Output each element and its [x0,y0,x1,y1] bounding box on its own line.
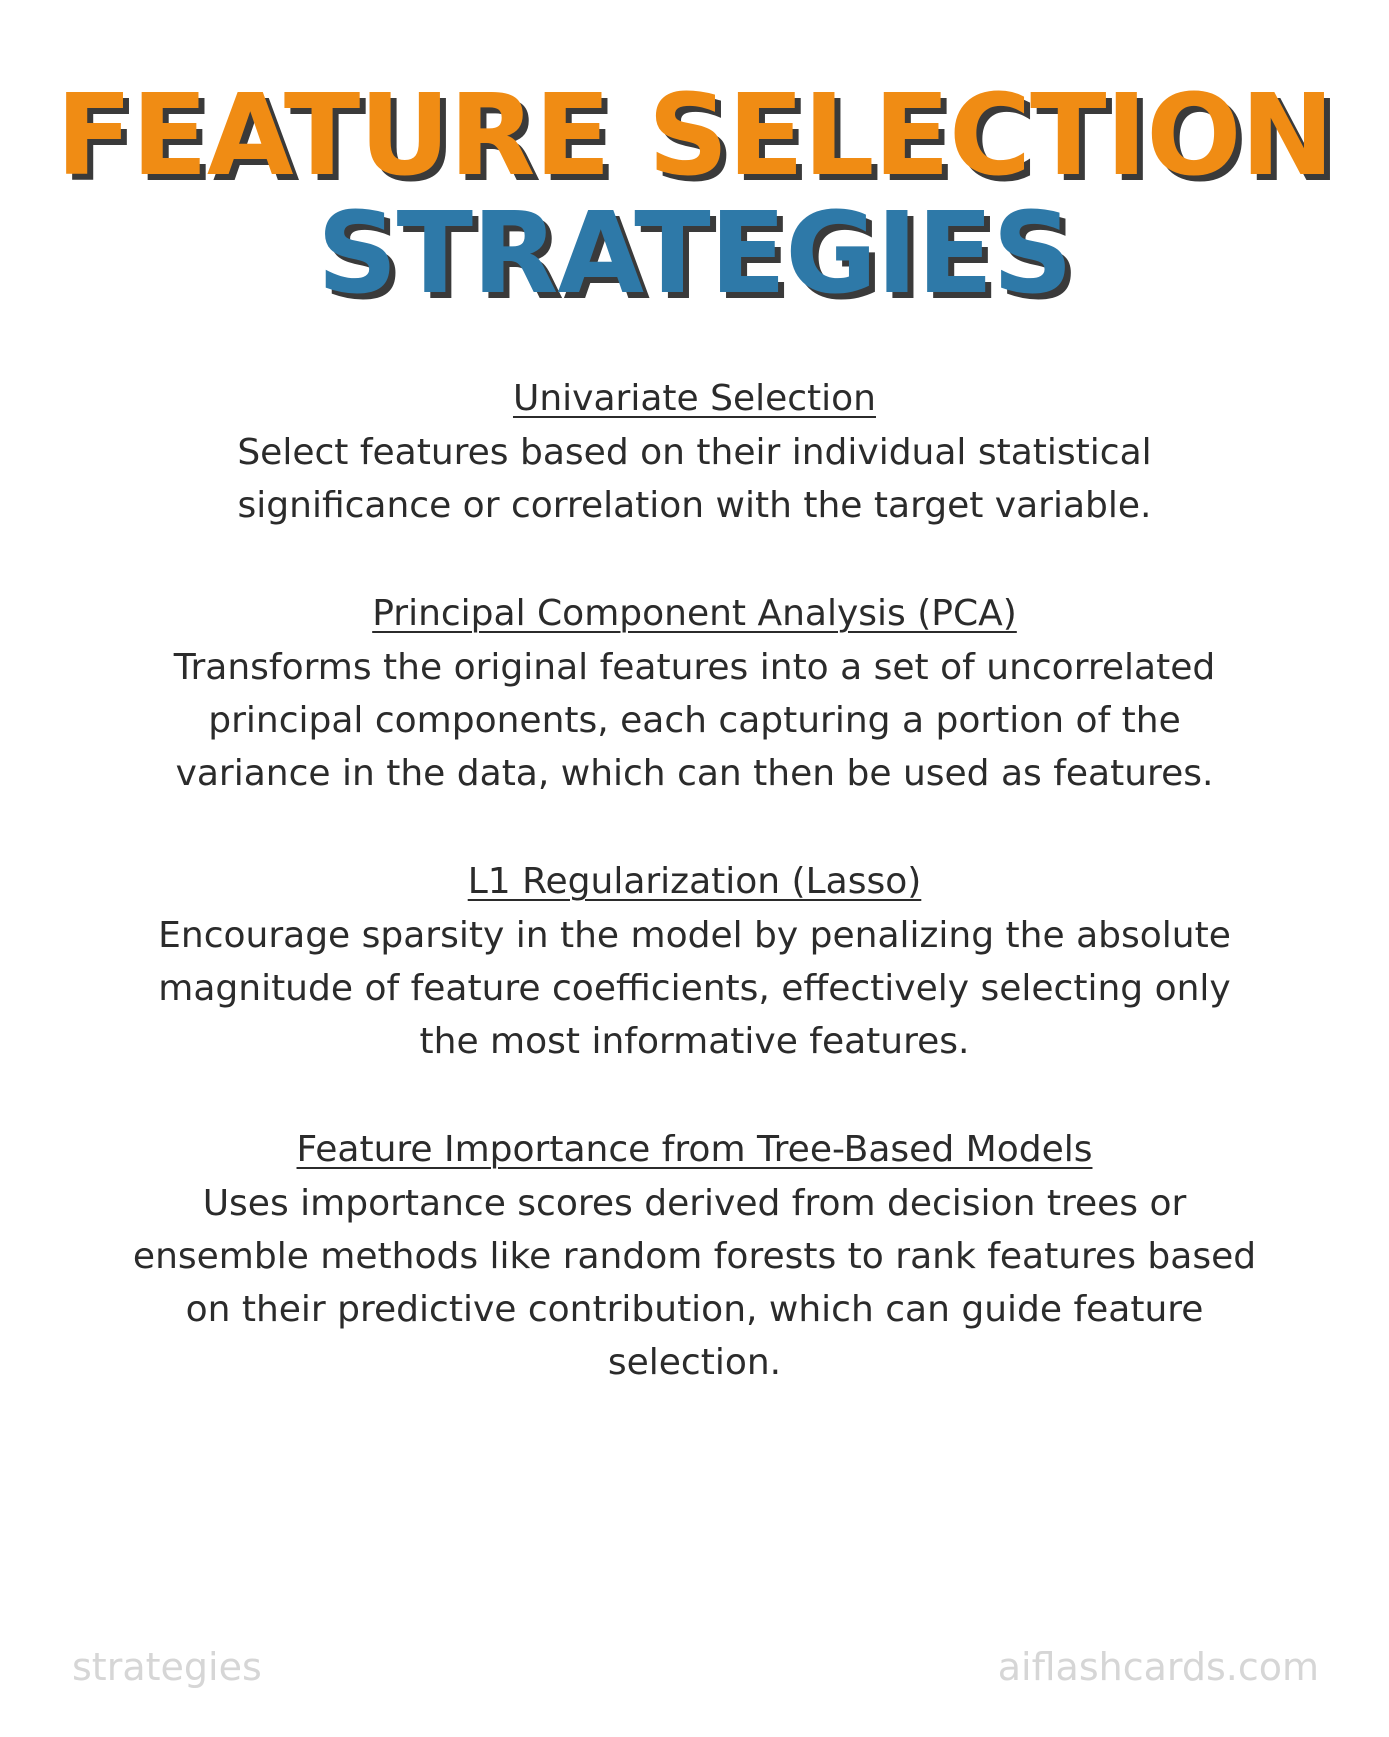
footer-topic-label: strategies [72,1645,262,1689]
section-tree-feature-importance: Feature Importance from Tree-Based Model… [130,1123,1260,1389]
section-univariate-selection: Univariate Selection Select features bas… [130,372,1260,532]
section-body: Encourage sparsity in the model by penal… [158,915,1231,1062]
section-body: Transforms the original features into a … [173,647,1216,794]
section-heading: Principal Component Analysis (PCA) [372,593,1017,634]
section-l1-regularization: L1 Regularization (Lasso) Encourage spar… [130,855,1260,1068]
section-heading: Feature Importance from Tree-Based Model… [296,1129,1093,1170]
section-body: Select features based on their individua… [237,432,1152,526]
page-title-line-2: STRATEGIES [317,189,1073,319]
strategies-list: Univariate Selection Select features bas… [0,372,1389,1444]
footer-site-label: aiflashcards.com [997,1645,1319,1689]
section-heading: L1 Regularization (Lasso) [467,861,922,902]
section-heading: Univariate Selection [512,378,876,419]
page-title-line-1: FEATURE SELECTION [55,71,1334,201]
section-pca: Principal Component Analysis (PCA) Trans… [130,587,1260,800]
section-body: Uses importance scores derived from deci… [132,1183,1257,1383]
